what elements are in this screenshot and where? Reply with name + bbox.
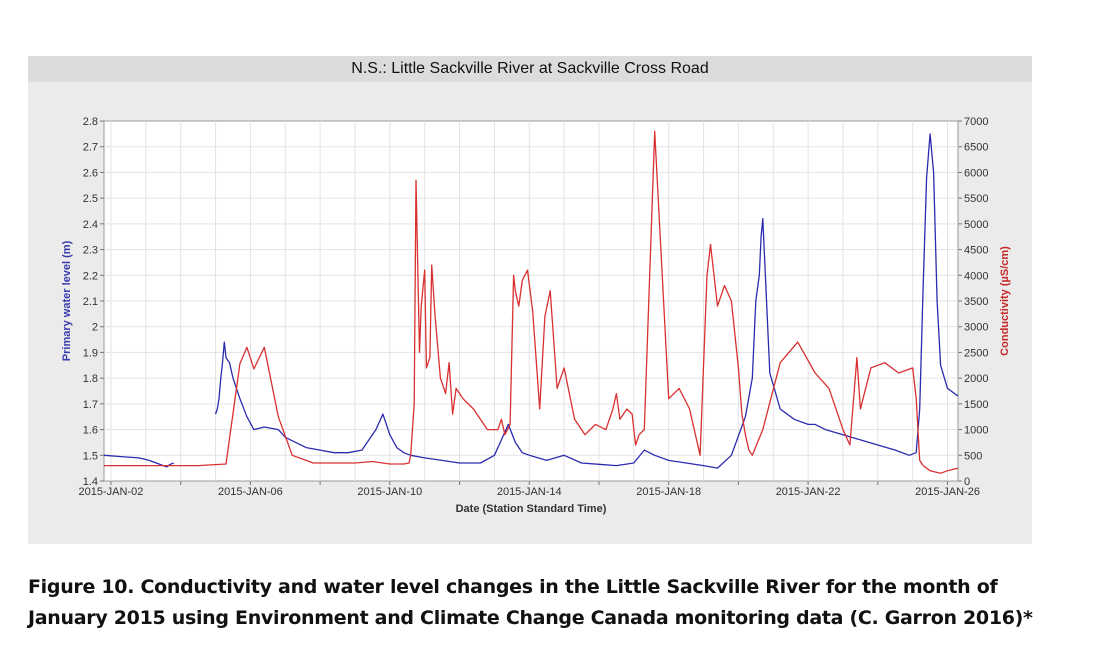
y-tick-label: 2.7: [83, 142, 98, 154]
chart-title: N.S.: Little Sackville River at Sackvill…: [351, 60, 709, 77]
y2-tick-label: 1000: [964, 425, 988, 437]
series-line-water-level: [104, 133, 958, 469]
y-tick-label: 1.4: [83, 476, 98, 488]
y2-tick-label: 4500: [964, 245, 988, 257]
grid: [104, 121, 958, 481]
y-tick-label: 1.9: [83, 347, 98, 359]
y2-tick-label: 2000: [964, 373, 988, 385]
y2-tick-label: 2500: [964, 347, 988, 359]
x-tick-label: 2015-JAN-06: [218, 486, 283, 498]
axis-ticks: 1.4 1.5 1.6 1.7 1.8 1.9 2 2.1 2.2 2.3 2.4 2.5 2.6 2.7…: [79, 116, 989, 498]
y2-tick-label: 6500: [964, 142, 988, 154]
x-tick-label: 2015-JAN-18: [636, 486, 701, 498]
chart-figure: N.S.: Little Sackville River at Sackvill…: [28, 56, 1032, 544]
y2-tick-label: 5000: [964, 219, 988, 231]
y-tick-label: 1.5: [83, 450, 98, 462]
y-tick-label: 2: [92, 322, 98, 334]
chart-title-bar: N.S.: Little Sackville River at Sackvill…: [28, 56, 1032, 82]
y2-tick-label: 7000: [964, 116, 988, 128]
y-tick-label: 2.5: [83, 193, 98, 205]
x-tick-label: 2015-JAN-02: [79, 486, 144, 498]
y2-tick-label: 3000: [964, 322, 988, 334]
y2-tick-label: 4000: [964, 270, 988, 282]
y-tick-label: 2.2: [83, 270, 98, 282]
chart-canvas: 1.4 1.5 1.6 1.7 1.8 1.9 2 2.1 2.2 2.3 2.4 2.5 2.6 2.7…: [61, 116, 1011, 515]
x-tick-label: 2015-JAN-10: [357, 486, 422, 498]
y2-axis-label: Conductivity (µS/cm): [999, 246, 1011, 356]
y-tick-label: 1.7: [83, 399, 98, 411]
x-tick-label: 2015-JAN-22: [776, 486, 841, 498]
y2-tick-label: 0: [964, 476, 970, 488]
y-tick-label: 2.4: [83, 219, 98, 231]
y-tick-label: 1.8: [83, 373, 98, 385]
x-axis-label: Date (Station Standard Time): [456, 503, 607, 515]
y-tick-label: 2.6: [83, 167, 98, 179]
y-tick-label: 2.3: [83, 245, 98, 257]
y-tick-label: 1.6: [83, 425, 98, 437]
y2-tick-label: 6000: [964, 167, 988, 179]
y2-tick-label: 1500: [964, 399, 988, 411]
y-axis-label: Primary water level (m): [61, 240, 73, 361]
x-tick-label: 2015-JAN-14: [497, 486, 562, 498]
y2-tick-label: 5500: [964, 193, 988, 205]
y-tick-label: 2.1: [83, 296, 98, 308]
y-tick-label: 2.8: [83, 116, 98, 128]
x-tick-label: 2015-JAN-26: [915, 486, 980, 498]
y2-tick-label: 3500: [964, 296, 988, 308]
y2-tick-label: 500: [964, 450, 982, 462]
figure-caption: Figure 10. Conductivity and water level …: [28, 576, 1033, 629]
series-line-conductivity: [104, 130, 958, 474]
series-lines: [104, 130, 958, 474]
